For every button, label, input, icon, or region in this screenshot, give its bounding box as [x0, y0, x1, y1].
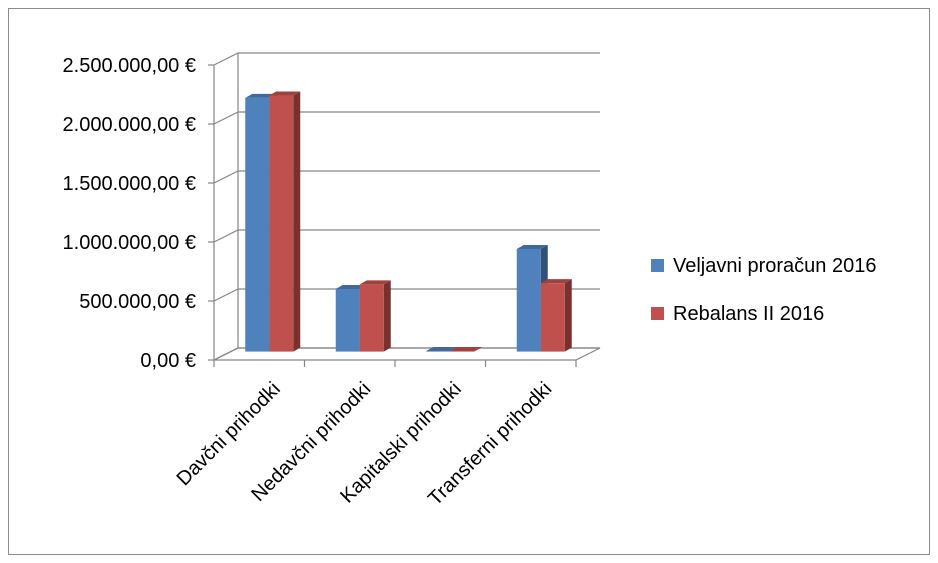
y-tick-label: 2.000.000,00 €: [63, 114, 196, 136]
bars: [245, 91, 572, 352]
bar: [269, 91, 301, 352]
chart-frame: [8, 8, 930, 555]
y-axis-ticks: 0,00 € 500.000,00 € 1.000.000,00 € 1.500.00…: [63, 55, 196, 372]
legend-swatch: [651, 259, 664, 272]
y-tick-label: 500.000,00 €: [79, 291, 196, 313]
y-tick-label: 1.500.000,00 €: [63, 173, 196, 195]
axes: [208, 53, 601, 367]
bar: [450, 347, 482, 352]
legend-entry-label: Veljavni proračun 2016: [673, 255, 876, 277]
y-tick-label: 1.000.000,00 €: [63, 232, 196, 254]
legend: Veljavni proračun 2016 Rebalans II 2016: [651, 255, 876, 325]
legend-entry-label: Rebalans II 2016: [673, 303, 824, 325]
y-tick-label: 0,00 €: [140, 350, 196, 372]
chart-floor: [213, 347, 601, 361]
gridline: [213, 52, 600, 66]
y-tick-label: 2.500.000,00 €: [63, 55, 196, 77]
bar: [540, 279, 572, 352]
bar: [359, 280, 391, 352]
legend-swatch: [651, 307, 664, 320]
